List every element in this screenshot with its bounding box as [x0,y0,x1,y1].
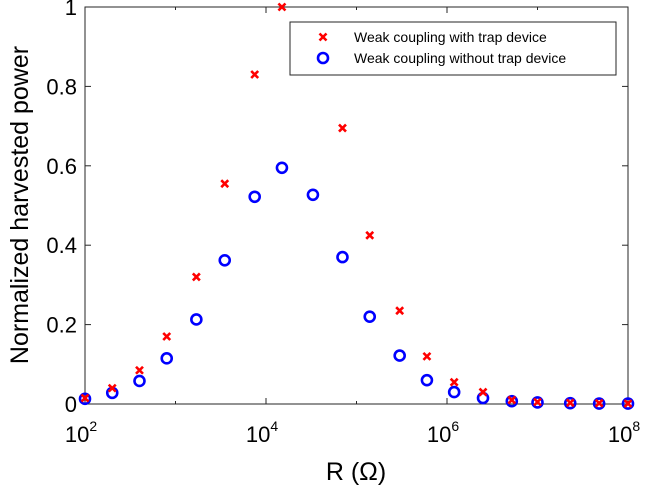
x-axis-label: R (Ω) [326,458,386,486]
cross-marker [507,395,517,405]
cross-marker [338,123,347,133]
x-tick-label: 102 [65,418,97,447]
legend-circle-icon [316,51,330,65]
x-tick-label: 104 [246,418,278,447]
y-axis-label: Normalized harvested power [6,46,34,364]
y-tick-label: 1 [65,0,77,20]
y-tick-label: 0.6 [46,154,77,179]
cross-marker [533,397,542,407]
cross-marker [191,272,201,282]
cross-marker [80,393,90,403]
cross-marker [395,306,405,316]
cross-marker [565,398,575,408]
circle-marker [248,190,261,204]
circle-marker [336,250,349,264]
legend: Weak coupling with trap device Weak coup… [289,21,617,76]
circle-marker [190,313,203,326]
circle-marker [563,396,577,410]
cross-marker [623,399,633,409]
circle-marker [531,396,544,409]
x-tick-label: 108 [608,418,640,447]
axes: 0 0.2 0.4 0.6 0.8 1 102 104 106 108 [46,0,640,447]
y-tick-label: 0.8 [46,74,77,99]
cross-marker [135,365,144,375]
cross-marker [220,179,230,189]
circle-marker [505,394,519,408]
cross-marker [594,398,604,408]
legend-label-with-trap: Weak coupling with trap device [354,29,547,45]
y-tick-label: 0 [65,392,77,417]
circle-marker [275,161,289,175]
y-tick-label: 0.2 [46,313,77,338]
cross-marker [422,351,432,361]
legend-box [289,21,617,76]
circle-marker [447,385,461,399]
circle-marker [306,188,320,202]
circle-marker [133,374,146,388]
legend-label-without-trap: Weak coupling without trap device [354,50,566,66]
legend-marker-with-trap [318,32,328,42]
circle-marker [393,349,406,362]
cross-marker [478,387,488,397]
y-tick-label: 0.4 [46,233,77,258]
circle-marker [420,373,434,387]
circle-marker [363,310,377,323]
data-markers [78,2,635,410]
circle-marker [160,352,174,365]
cross-marker [449,377,459,387]
circle-marker [218,253,232,267]
legend-marker-without-trap [316,51,330,65]
cross-marker [277,2,287,12]
circle-marker [621,397,635,410]
cross-marker [365,230,375,240]
cross-marker [162,332,172,341]
legend-cross-icon [318,32,328,42]
circle-marker [592,397,606,410]
x-tick-label: 106 [427,418,459,447]
cross-marker [250,70,260,79]
circle-marker [78,392,92,406]
cross-marker [107,383,117,393]
